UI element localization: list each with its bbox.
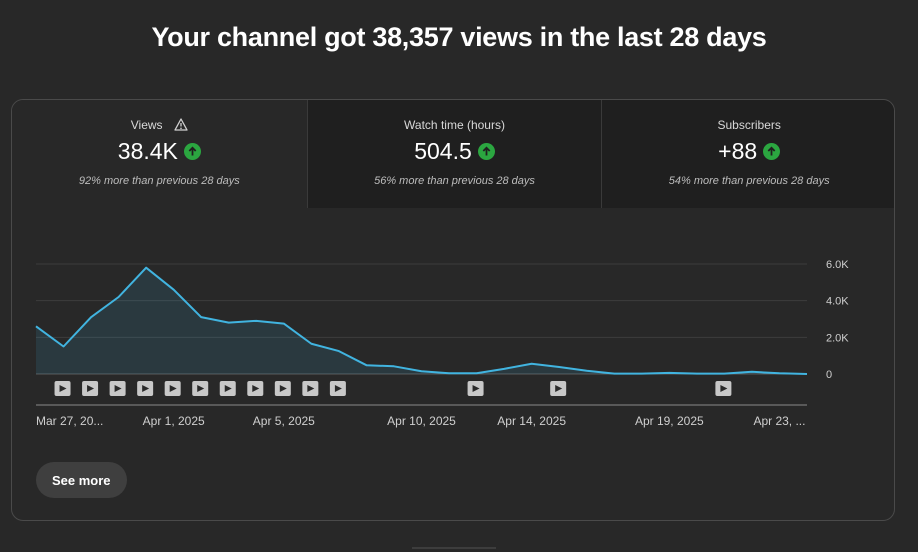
data-point <box>420 369 424 373</box>
tab-subscribers-comparison: 54% more than previous 28 days <box>668 175 830 187</box>
page-headline: Your channel got 38,357 views in the las… <box>151 22 767 52</box>
y-tick-label: 6.0K <box>826 259 849 271</box>
tab-views-label: Views <box>130 118 163 132</box>
play-icon <box>334 385 342 392</box>
data-point <box>530 362 534 366</box>
tab-watch-time-value: 504.5 <box>414 138 472 164</box>
data-point <box>557 365 561 369</box>
data-point <box>722 372 726 376</box>
data-point <box>89 315 93 319</box>
play-icon <box>472 385 480 392</box>
x-tick-label: Mar 27, 20... <box>36 414 103 428</box>
tab-views-value: 38.4K <box>117 138 178 164</box>
arrow-up-icon <box>763 143 781 160</box>
arrow-up-icon <box>477 143 495 160</box>
tab-subscribers-value: +88 <box>718 138 758 164</box>
data-point <box>640 372 644 376</box>
data-point <box>144 266 148 270</box>
x-tick-label: Apr 10, 2025 <box>387 414 456 428</box>
y-tick-label: 0 <box>826 369 832 381</box>
play-icon <box>555 385 563 392</box>
play-icon <box>307 385 315 392</box>
tab-watch-time[interactable]: Watch time (hours) 504.5 56% more than p… <box>306 100 602 208</box>
data-point <box>172 288 176 292</box>
data-point <box>777 371 781 375</box>
data-point <box>612 372 616 376</box>
data-point <box>695 372 699 376</box>
data-point <box>805 372 809 376</box>
play-icon <box>224 385 232 392</box>
data-point <box>34 324 38 328</box>
x-tick-label: Apr 5, 2025 <box>253 414 315 428</box>
data-point <box>62 345 66 349</box>
play-icon <box>114 385 122 392</box>
x-tick-label: Apr 19, 2025 <box>635 414 704 428</box>
tab-subscribers-label: Subscribers <box>717 118 781 132</box>
data-point <box>750 370 754 374</box>
data-point <box>309 342 313 346</box>
metric-tabs: Views 38.4K 92% more than previous 28 da… <box>12 100 894 208</box>
data-point <box>447 371 451 375</box>
play-icon <box>252 385 260 392</box>
tab-watch-time-label: Watch time (hours) <box>404 118 505 132</box>
data-point <box>227 321 231 325</box>
analytics-card: Views 38.4K 92% more than previous 28 da… <box>11 99 895 521</box>
x-tick-label: Apr 14, 2025 <box>497 414 566 428</box>
play-icon <box>59 385 67 392</box>
tab-watch-time-comparison: 56% more than previous 28 days <box>374 175 535 187</box>
tab-subscribers[interactable]: Subscribers +88 54% more than previous 2… <box>601 100 894 208</box>
play-icon <box>197 385 205 392</box>
series-area <box>36 267 807 374</box>
data-point <box>585 369 589 373</box>
series-line <box>35 266 808 375</box>
data-point <box>199 315 203 319</box>
play-icon <box>87 385 95 392</box>
play-icon <box>169 385 177 392</box>
tab-views[interactable]: Views 38.4K 92% more than previous 28 da… <box>12 100 307 208</box>
y-tick-label: 4.0K <box>826 296 849 308</box>
data-point <box>667 371 671 375</box>
x-tick-label: Apr 23, ... <box>753 414 805 428</box>
scroll-indicator <box>412 547 496 549</box>
warning-icon[interactable] <box>174 118 188 131</box>
data-point <box>282 322 286 326</box>
data-point <box>337 349 341 353</box>
play-icon <box>142 385 150 392</box>
x-tick-label: Apr 1, 2025 <box>143 414 205 428</box>
data-point <box>254 319 258 323</box>
data-point <box>475 371 479 375</box>
arrow-up-icon <box>183 143 201 160</box>
data-point <box>392 364 396 368</box>
tab-views-comparison: 92% more than previous 28 days <box>78 175 240 187</box>
data-point <box>364 363 368 367</box>
see-more-button[interactable]: See more <box>36 462 127 498</box>
play-icon <box>279 385 287 392</box>
views-chart: 6.0K 4.0K 2.0K 0 Mar 27, 20... Apr 1, 2025 Apr… <box>34 259 849 428</box>
play-icon <box>720 385 728 392</box>
data-point <box>502 367 506 371</box>
data-point <box>117 295 121 299</box>
y-tick-label: 2.0K <box>826 332 849 344</box>
